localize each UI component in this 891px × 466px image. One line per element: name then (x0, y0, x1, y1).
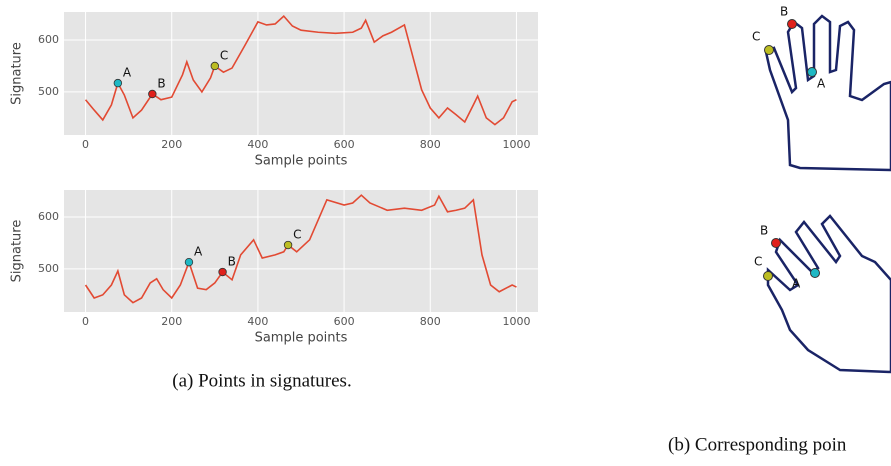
x-axis-label: Sample points (255, 154, 348, 169)
hand-outline (766, 214, 891, 374)
key-point (184, 257, 194, 267)
x-tick-label: 0 (82, 138, 89, 151)
x-tick-label: 600 (334, 315, 355, 328)
key-point (113, 78, 123, 88)
key-point (148, 89, 157, 99)
x-tick-label: 600 (334, 138, 355, 151)
y-axis-label: Signature (10, 220, 25, 283)
hand-point (807, 67, 817, 77)
key-point-label: A (123, 66, 132, 80)
x-tick-label: 200 (161, 315, 182, 328)
x-tick-label: 400 (247, 138, 268, 151)
x-tick-label: 1000 (502, 315, 530, 328)
x-tick-label: 1000 (502, 138, 530, 151)
key-point-label: B (157, 77, 165, 91)
x-tick-label: 0 (82, 315, 89, 328)
hand-label: B (780, 5, 788, 19)
caption: (a) Points in signatures. (172, 370, 351, 391)
series-line (84, 194, 517, 304)
key-point-label: C (220, 48, 228, 62)
key-point-label: B (228, 255, 236, 269)
key-point-label: C (293, 228, 301, 242)
hand-outline (764, 14, 891, 172)
plot-background (64, 12, 538, 135)
hand-point (810, 268, 820, 278)
y-tick-label: 600 (38, 210, 59, 223)
hand-point (787, 19, 797, 29)
x-tick-label: 400 (247, 315, 268, 328)
key-point-label: A (194, 245, 203, 259)
caption: (b) Corresponding poin (668, 434, 847, 455)
key-point (283, 240, 293, 250)
x-tick-label: 800 (420, 315, 441, 328)
x-tick-label: 200 (161, 138, 182, 151)
hand-2: A B C (754, 214, 891, 374)
plot-background (64, 190, 538, 312)
key-point (218, 267, 227, 277)
hand-point (771, 238, 781, 248)
hand-label: B (760, 224, 768, 238)
hand-point (763, 271, 773, 281)
y-tick-label: 500 (38, 262, 59, 275)
hand-label: C (752, 30, 760, 44)
hand-point (764, 45, 774, 55)
chart: 0 200 400 600 800 1000 500 600 Sample points Sign… (10, 12, 538, 169)
y-tick-label: 600 (38, 33, 59, 46)
chart: 0 200 400 600 800 1000 500 600 Sample points Sign… (10, 190, 538, 346)
y-axis-label: Signature (10, 42, 25, 105)
hand-label: A (817, 77, 826, 91)
hand-label: C (754, 255, 762, 269)
y-tick-label: 500 (38, 85, 59, 98)
key-point (210, 61, 220, 71)
hand-label: A (792, 277, 801, 291)
x-tick-label: 800 (420, 138, 441, 151)
x-axis-label: Sample points (255, 331, 348, 346)
hand-1: A B C (752, 5, 891, 172)
